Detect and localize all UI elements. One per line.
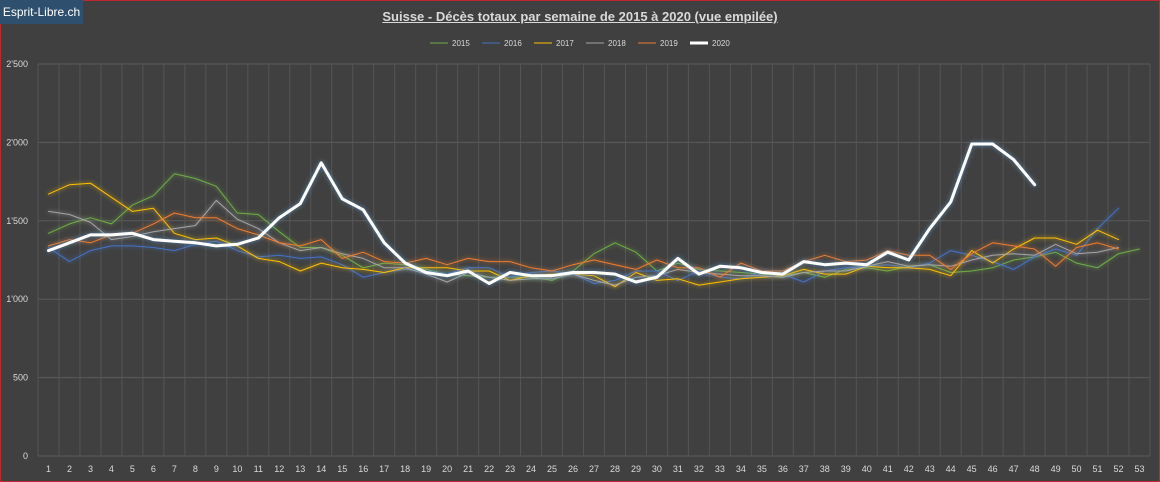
x-tick-label: 19 bbox=[421, 464, 431, 474]
x-tick-label: 16 bbox=[358, 464, 368, 474]
watermark-logo: Esprit-Libre.ch bbox=[0, 0, 83, 24]
x-tick-label: 25 bbox=[547, 464, 557, 474]
series-line-2015 bbox=[48, 173, 1140, 281]
x-tick-label: 50 bbox=[1072, 464, 1082, 474]
x-tick-label: 37 bbox=[799, 464, 809, 474]
x-tick-label: 28 bbox=[610, 464, 620, 474]
x-tick-label: 23 bbox=[505, 464, 515, 474]
x-tick-label: 22 bbox=[484, 464, 494, 474]
legend-label-2017: 2017 bbox=[556, 39, 574, 48]
x-tick-label: 47 bbox=[1009, 464, 1019, 474]
x-tick-label: 41 bbox=[883, 464, 893, 474]
x-tick-label: 45 bbox=[967, 464, 977, 474]
x-tick-label: 49 bbox=[1051, 464, 1061, 474]
x-tick-label: 38 bbox=[820, 464, 830, 474]
x-tick-label: 2 bbox=[67, 464, 72, 474]
x-tick-label: 14 bbox=[316, 464, 326, 474]
x-tick-label: 13 bbox=[295, 464, 305, 474]
x-tick-label: 6 bbox=[151, 464, 156, 474]
x-tick-label: 24 bbox=[526, 464, 536, 474]
x-tick-label: 7 bbox=[172, 464, 177, 474]
x-tick-label: 15 bbox=[337, 464, 347, 474]
y-tick-label: 1'000 bbox=[6, 294, 28, 304]
x-tick-label: 10 bbox=[232, 464, 242, 474]
x-tick-label: 42 bbox=[904, 464, 914, 474]
x-tick-label: 5 bbox=[130, 464, 135, 474]
x-tick-label: 11 bbox=[254, 464, 263, 474]
x-tick-label: 30 bbox=[652, 464, 662, 474]
x-tick-label: 39 bbox=[841, 464, 851, 474]
series-line-2017 bbox=[48, 182, 1119, 288]
x-tick-label: 43 bbox=[925, 464, 935, 474]
y-tick-label: 500 bbox=[13, 373, 28, 383]
x-tick-label: 21 bbox=[463, 464, 473, 474]
x-tick-label: 40 bbox=[862, 464, 872, 474]
y-tick-label: 2'000 bbox=[6, 137, 28, 147]
x-tick-label: 53 bbox=[1135, 464, 1145, 474]
x-axis-ticks: 1 2 3 4 5 6 7 8 9 10 11 12 13 14 15 16 17 18 19 20 21 22 23 24 2… bbox=[46, 464, 1145, 474]
legend-label-2016: 2016 bbox=[504, 39, 522, 48]
series-line-2020 bbox=[47, 142, 1037, 285]
x-tick-label: 44 bbox=[946, 464, 956, 474]
y-axis-ticks: 0 500 1'000 1'500 2'000 2'500 bbox=[6, 59, 28, 461]
x-tick-label: 1 bbox=[46, 464, 51, 474]
y-tick-label: 2'500 bbox=[6, 59, 28, 69]
x-tick-label: 32 bbox=[694, 464, 704, 474]
x-tick-label: 31 bbox=[673, 464, 683, 474]
y-tick-label: 1'500 bbox=[6, 216, 28, 226]
x-tick-label: 4 bbox=[109, 464, 114, 474]
x-tick-label: 34 bbox=[736, 464, 746, 474]
x-tick-label: 8 bbox=[193, 464, 198, 474]
x-tick-label: 3 bbox=[88, 464, 93, 474]
series-line-2018 bbox=[48, 199, 1119, 286]
x-tick-label: 29 bbox=[631, 464, 641, 474]
chart-title: Suisse - Décès totaux par semaine de 201… bbox=[382, 9, 778, 24]
x-tick-label: 17 bbox=[379, 464, 389, 474]
x-tick-label: 20 bbox=[442, 464, 452, 474]
legend-label-2015: 2015 bbox=[452, 39, 470, 48]
legend: 2015 2016 2017 2018 2019 2020 bbox=[430, 39, 730, 48]
x-tick-label: 33 bbox=[715, 464, 725, 474]
series-lines bbox=[47, 142, 1140, 288]
x-tick-label: 12 bbox=[274, 464, 284, 474]
x-tick-label: 36 bbox=[778, 464, 788, 474]
series-line-2019 bbox=[48, 212, 1119, 278]
x-tick-label: 27 bbox=[589, 464, 599, 474]
legend-label-2019: 2019 bbox=[660, 39, 678, 48]
x-tick-label: 52 bbox=[1114, 464, 1124, 474]
x-tick-label: 18 bbox=[400, 464, 410, 474]
legend-label-2020: 2020 bbox=[712, 39, 730, 48]
x-tick-label: 51 bbox=[1093, 464, 1103, 474]
legend-label-2018: 2018 bbox=[608, 39, 626, 48]
x-tick-label: 46 bbox=[988, 464, 998, 474]
x-tick-label: 35 bbox=[757, 464, 767, 474]
x-tick-label: 26 bbox=[568, 464, 578, 474]
x-tick-label: 9 bbox=[214, 464, 219, 474]
y-tick-label: 0 bbox=[23, 451, 28, 461]
x-tick-label: 48 bbox=[1030, 464, 1040, 474]
